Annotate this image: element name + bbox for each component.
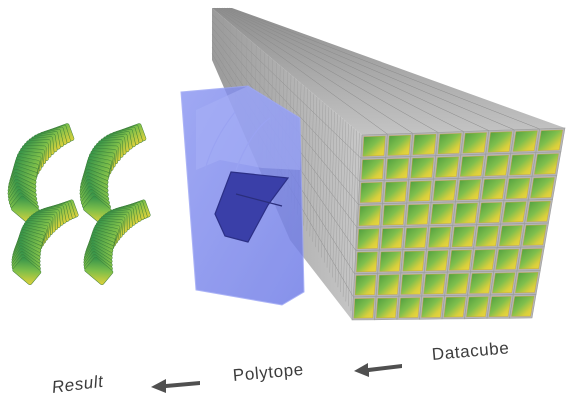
datacube-cell-face (400, 274, 423, 295)
datacube-cell-face (481, 178, 506, 200)
datacube-cell-face (421, 297, 443, 318)
datacube-cell-face (454, 202, 478, 224)
datacube-cell-face (443, 296, 466, 318)
polytope-inner-line (235, 193, 283, 207)
datacube-cell-face (381, 228, 404, 249)
arrow-datacube-to-polytope (354, 363, 402, 377)
polytope-cross-section (214, 171, 290, 243)
datacube-cell-face (526, 200, 551, 222)
datacube-front-face (351, 127, 566, 321)
datacube-cell-face (462, 132, 487, 154)
datacube-cell-face (361, 158, 384, 180)
datacube-cell-face (404, 227, 427, 249)
datacube-cell-face (410, 157, 434, 179)
arrow-left-icon (151, 363, 402, 393)
polytope-icon (180, 85, 305, 306)
datacube-cell-face (423, 273, 446, 295)
datacube-cell-face (512, 130, 538, 152)
datacube-cell-face (505, 177, 531, 199)
datacube-cell-face (360, 182, 383, 203)
datacube-cell-face (354, 274, 376, 296)
datacube-cell-face (534, 153, 559, 175)
result-slices-icon (7, 123, 151, 286)
datacube-cell-face (499, 225, 523, 247)
datacube-cell-face (398, 297, 421, 318)
datacube-cell-face (509, 154, 534, 176)
result-slice (12, 256, 42, 286)
datacube-cell-face (435, 156, 459, 178)
datacube-top-grid (214, 7, 540, 135)
datacube-cell-face (537, 129, 563, 151)
datacube-cell-face (406, 204, 430, 225)
datacube-cell-face (522, 224, 547, 246)
datacube-cell-face (408, 180, 432, 202)
arrow-polytope-to-result (151, 379, 200, 393)
datacube-cell-face (487, 131, 513, 153)
datacube-cell-face (382, 204, 405, 226)
datacube-cell-face (358, 205, 381, 226)
datacube-cell-face (384, 181, 407, 203)
datacube-cell-face (449, 249, 472, 271)
datacube-cell-face (472, 249, 496, 271)
datacube-cell-face (502, 201, 527, 223)
datacube-cell-face (457, 179, 481, 201)
datacube-cell-face (387, 134, 411, 156)
datacube-cell-face (362, 135, 386, 157)
datacube-cell-face (428, 226, 451, 248)
polytope-back-face (196, 86, 300, 170)
datacube-cell-face (433, 180, 457, 201)
datacube-cell-face (478, 202, 503, 224)
datacube-cell-face (460, 155, 484, 177)
datacube-cell-face (425, 250, 449, 271)
datacube-cell-face (515, 272, 539, 293)
datacube-cell-face (377, 274, 400, 295)
datacube-top-face (212, 8, 565, 135)
datacube-cell-face (376, 297, 398, 319)
datacube-cell-face (451, 226, 475, 248)
datacube-cell-face (469, 272, 492, 294)
datacube-cell-face (437, 133, 462, 155)
datacube-cell-face (466, 296, 489, 318)
datacube-cell-face (353, 298, 375, 319)
datacube-cell-face (412, 134, 437, 155)
datacube-cell-face (488, 296, 512, 317)
datacube-cell-face (430, 203, 454, 225)
datacube-cell-face (446, 273, 469, 294)
datacube-cell-face (475, 225, 499, 247)
datacube-cell-face (492, 272, 516, 294)
datacube-cell-face (518, 248, 543, 270)
datacube-cell-face (386, 158, 409, 179)
datacube-cell-face (511, 295, 535, 317)
polytope-edge (204, 111, 271, 171)
result-slice (84, 256, 114, 286)
datacube-cell-face (484, 155, 509, 176)
datacube-cell-face (495, 248, 519, 270)
datacube-cell-face (530, 177, 555, 199)
datacube-cell-face (402, 250, 425, 272)
datacube-cell-face (379, 251, 402, 272)
datacube-cell-face (357, 228, 380, 249)
datacube-cell-face (356, 251, 378, 273)
